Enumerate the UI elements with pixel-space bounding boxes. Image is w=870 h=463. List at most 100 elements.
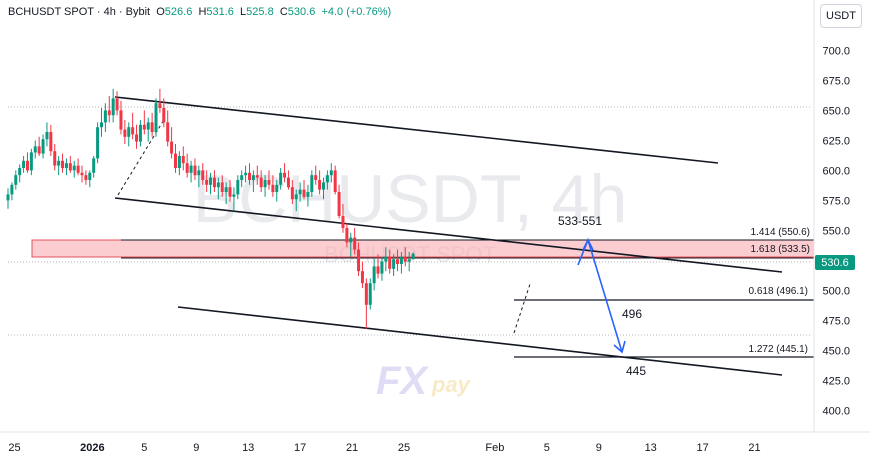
candle-81 — [322, 177, 326, 200]
candle-body — [267, 180, 271, 185]
low-label: L — [240, 6, 247, 18]
candle-body — [119, 110, 123, 130]
candle-body — [333, 170, 337, 192]
symbol-header: BCHUSDT SPOT · 4h · Bybit O526.6 H531.6 … — [8, 6, 391, 18]
candle-body — [142, 124, 146, 130]
candle-83 — [329, 163, 333, 183]
time-tick-7: 25 — [398, 442, 410, 454]
candle-96 — [380, 256, 384, 281]
time-tick-13: 21 — [748, 442, 760, 454]
price-tick-9: 500.0 — [822, 285, 850, 297]
candle-71 — [283, 163, 287, 183]
candle-body — [368, 283, 372, 305]
candle-body — [240, 175, 244, 180]
candle-body — [10, 184, 14, 195]
candle-20 — [84, 170, 88, 185]
channel-middle-line[interactable] — [114, 197, 783, 273]
candle-65 — [259, 170, 263, 192]
candle-body — [158, 103, 162, 108]
candle-24 — [99, 108, 103, 137]
candle-30 — [123, 120, 127, 144]
candle-56 — [224, 182, 228, 204]
price-tick-1: 700.0 — [822, 45, 850, 57]
candle-body — [68, 163, 72, 171]
candle-body — [392, 259, 396, 269]
candle-95 — [376, 254, 380, 279]
candle-51 — [205, 170, 209, 192]
candle-body — [220, 182, 224, 192]
time-axis[interactable]: 25 2026 5 9 13 17 21 25 Feb 5 9 13 17 21 — [8, 442, 760, 454]
candle-body — [212, 177, 216, 188]
candle-29 — [119, 100, 123, 135]
currency-unit-button[interactable]: USDT — [820, 4, 862, 28]
candle-body — [353, 237, 357, 250]
candle-body — [189, 165, 193, 173]
candle-body — [205, 180, 209, 185]
candle-body — [357, 249, 361, 272]
candle-21 — [88, 170, 92, 188]
candle-23 — [96, 122, 100, 164]
candle-37 — [150, 112, 154, 137]
separator: · — [118, 6, 123, 18]
exchange: Bybit — [125, 6, 151, 18]
price-tick-4: 625.0 — [822, 135, 850, 147]
candle-body — [57, 160, 61, 166]
candle-11 — [49, 124, 53, 156]
candle-body — [150, 122, 154, 132]
candle-body — [314, 175, 318, 180]
high-value: 531.6 — [206, 6, 234, 18]
candle-body — [411, 253, 415, 260]
fib-0618-label: 0.618 (496.1) — [749, 286, 809, 297]
candle-body — [33, 146, 37, 153]
candle-47 — [189, 160, 193, 183]
price-tick-2: 675.0 — [822, 75, 850, 87]
price-axis[interactable]: 725.0700.0675.0650.0625.0600.0575.0550.0… — [822, 15, 850, 417]
candle-41 — [166, 110, 170, 147]
candle-63 — [251, 170, 255, 192]
candle-5 — [25, 152, 29, 173]
candle-body — [279, 172, 283, 185]
candle-58 — [232, 187, 236, 212]
price-tick-5: 600.0 — [822, 165, 850, 177]
symbol-name: BCHUSDT SPOT — [8, 6, 94, 18]
candle-3 — [18, 164, 22, 183]
candle-body — [45, 132, 49, 140]
price-tick-10: 475.0 — [822, 315, 850, 327]
last-price-tag — [815, 255, 855, 270]
candle-body — [286, 177, 290, 188]
candle-body — [162, 108, 166, 123]
candle-body — [407, 259, 411, 262]
candle-80 — [318, 170, 322, 195]
candle-body — [84, 175, 88, 180]
channel-lower-line[interactable] — [177, 306, 783, 376]
fib-1272-label: 1.272 (445.1) — [749, 344, 809, 355]
fxpay-logo: FX pay — [376, 359, 472, 403]
candle-68 — [271, 175, 275, 197]
resistance-zone[interactable] — [31, 239, 815, 258]
candle-body — [216, 182, 220, 188]
candle-1 — [10, 182, 14, 201]
candle-body — [193, 165, 197, 176]
candle-body — [170, 141, 174, 154]
candle-body — [380, 261, 384, 274]
fxpay-logo-fx: FX — [376, 359, 429, 403]
candle-body — [37, 146, 41, 154]
candle-53 — [212, 170, 216, 192]
candle-40 — [162, 98, 166, 128]
candle-50 — [201, 163, 205, 185]
channel-upper-line[interactable] — [114, 96, 719, 164]
time-tick-8: Feb — [485, 442, 504, 454]
candle-body — [49, 132, 53, 152]
candle-body — [298, 189, 302, 195]
candle-body — [96, 127, 100, 159]
candle-88 — [349, 232, 353, 257]
candle-69 — [275, 180, 279, 202]
fib-1414-label: 1.414 (550.6) — [751, 227, 811, 238]
candle-7 — [33, 140, 37, 159]
candle-15 — [64, 158, 68, 176]
fxpay-logo-pay: pay — [431, 372, 472, 397]
candle-75 — [298, 182, 302, 202]
candle-90 — [357, 242, 361, 276]
candle-body — [345, 228, 349, 243]
